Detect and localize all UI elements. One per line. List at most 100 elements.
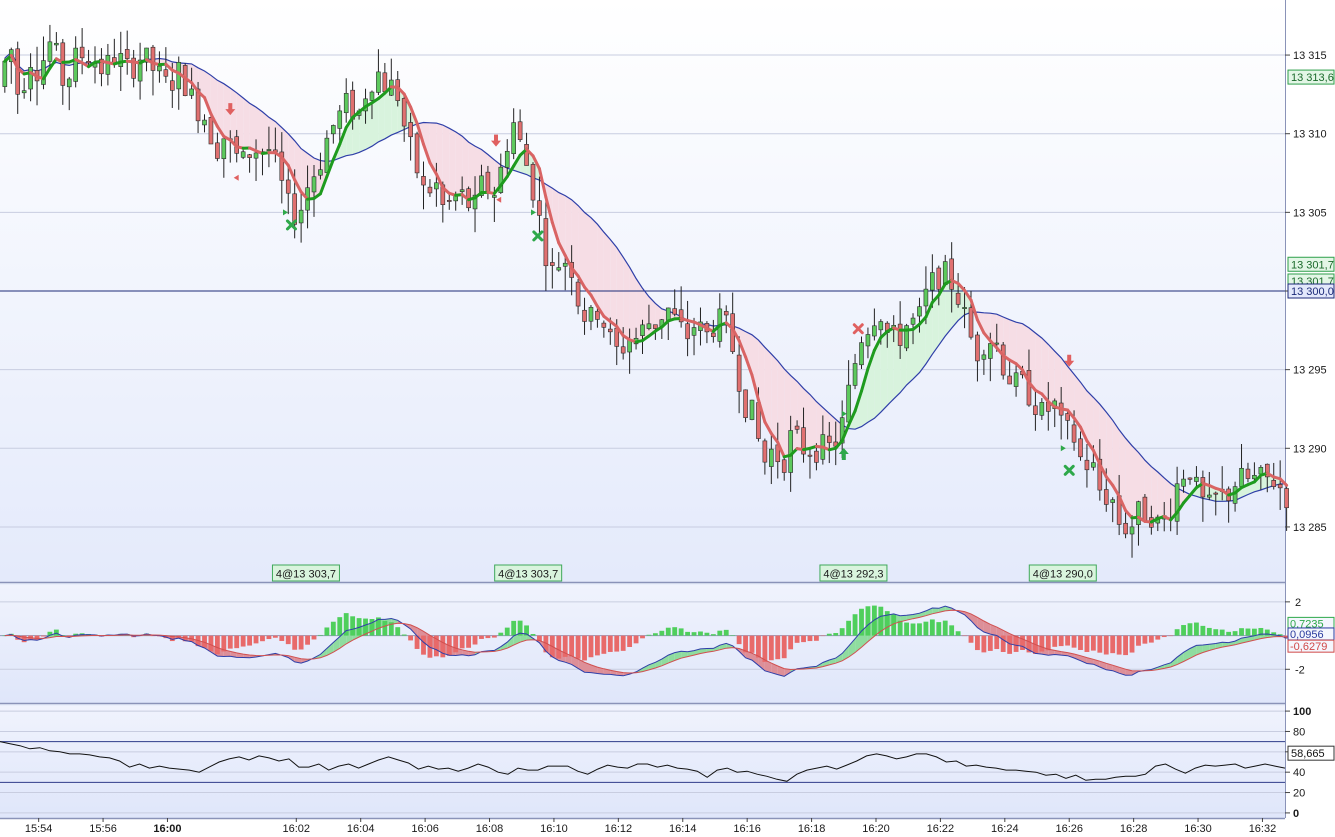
- candle-body[interactable]: [904, 325, 909, 349]
- candle-body[interactable]: [1142, 496, 1148, 521]
- candle-body[interactable]: [801, 427, 806, 455]
- candle-body[interactable]: [144, 47, 149, 63]
- candle-body[interactable]: [1084, 459, 1090, 471]
- candle-body[interactable]: [73, 47, 78, 82]
- candle-body[interactable]: [846, 384, 851, 423]
- candle-body[interactable]: [640, 324, 645, 336]
- candle-body[interactable]: [124, 49, 130, 59]
- candle-body[interactable]: [318, 169, 323, 176]
- candle-body[interactable]: [137, 59, 143, 82]
- candle-body[interactable]: [221, 138, 227, 160]
- candle-body[interactable]: [2, 60, 8, 87]
- candle-body[interactable]: [1213, 492, 1219, 495]
- candle-body[interactable]: [1091, 462, 1096, 468]
- candle-body[interactable]: [562, 262, 568, 267]
- candle-body[interactable]: [1181, 478, 1186, 487]
- candle-body[interactable]: [298, 209, 304, 224]
- candle-body[interactable]: [781, 459, 787, 473]
- candle-body[interactable]: [814, 450, 819, 463]
- candle-body[interactable]: [955, 292, 961, 305]
- candle-body[interactable]: [1065, 413, 1070, 421]
- candle-body[interactable]: [414, 133, 420, 174]
- candle-body[interactable]: [807, 454, 813, 457]
- candle-body[interactable]: [369, 91, 375, 101]
- candle-body[interactable]: [195, 88, 201, 122]
- candle-body[interactable]: [28, 67, 33, 90]
- candle-body[interactable]: [743, 389, 748, 418]
- candle-body[interactable]: [878, 321, 884, 331]
- candle-body[interactable]: [723, 311, 729, 316]
- candle-body[interactable]: [511, 122, 516, 155]
- candle-body[interactable]: [1039, 402, 1045, 416]
- oscillator-panel-background[interactable]: [0, 706, 1285, 818]
- candle-body[interactable]: [646, 323, 652, 329]
- trade-label-box[interactable]: [494, 564, 563, 582]
- candle-body[interactable]: [711, 332, 716, 337]
- trade-label-box[interactable]: [819, 564, 888, 582]
- candle-body[interactable]: [1174, 483, 1180, 522]
- candle-body[interactable]: [749, 399, 755, 420]
- candle-body[interactable]: [865, 334, 871, 347]
- candle-body[interactable]: [556, 267, 562, 271]
- candle-body[interactable]: [498, 166, 504, 193]
- candle-body[interactable]: [1200, 477, 1206, 498]
- candle-body[interactable]: [595, 310, 600, 320]
- candle-body[interactable]: [1078, 438, 1083, 458]
- candle-body[interactable]: [150, 46, 156, 71]
- candle-body[interactable]: [208, 117, 214, 145]
- candle-body[interactable]: [543, 218, 549, 267]
- candle-body[interactable]: [434, 182, 439, 190]
- candle-body[interactable]: [86, 60, 91, 64]
- candle-body[interactable]: [60, 42, 66, 86]
- candle-body[interactable]: [910, 317, 916, 325]
- candle-body[interactable]: [852, 363, 858, 386]
- candle-body[interactable]: [794, 425, 800, 430]
- candle-body[interactable]: [279, 151, 285, 181]
- trade-label-box[interactable]: [1028, 564, 1097, 582]
- candle-body[interactable]: [691, 327, 697, 336]
- candle-body[interactable]: [105, 55, 111, 75]
- candle-body[interactable]: [240, 151, 246, 158]
- candle-body[interactable]: [1239, 467, 1244, 487]
- candle-body[interactable]: [685, 323, 690, 340]
- candle-body[interactable]: [537, 200, 542, 216]
- candle-body[interactable]: [1187, 477, 1193, 480]
- candle-body[interactable]: [962, 307, 967, 309]
- candle-body[interactable]: [1271, 480, 1277, 487]
- candle-body[interactable]: [99, 58, 104, 75]
- candle-body[interactable]: [311, 176, 317, 193]
- trade-label[interactable]: 4@13 303,7: [494, 564, 563, 582]
- candle-body[interactable]: [936, 267, 942, 290]
- candle-body[interactable]: [994, 342, 1000, 345]
- candle-body[interactable]: [170, 80, 175, 91]
- candle-body[interactable]: [492, 195, 497, 198]
- candle-body[interactable]: [331, 125, 336, 135]
- candle-body[interactable]: [421, 176, 426, 186]
- candle-body[interactable]: [118, 53, 124, 67]
- candle-body[interactable]: [923, 288, 929, 307]
- candle-body[interactable]: [1071, 424, 1077, 443]
- candle-body[interactable]: [47, 41, 53, 62]
- candle-body[interactable]: [678, 309, 684, 323]
- candle-body[interactable]: [601, 322, 607, 328]
- candle-body[interactable]: [427, 186, 433, 194]
- candle-body[interactable]: [1284, 488, 1289, 509]
- candle-body[interactable]: [1097, 458, 1103, 491]
- candle-body[interactable]: [826, 435, 832, 443]
- candle-body[interactable]: [942, 261, 948, 286]
- candle-body[interactable]: [530, 164, 536, 201]
- candle-body[interactable]: [376, 71, 381, 93]
- candle-body[interactable]: [769, 448, 774, 467]
- candle-body[interactable]: [1129, 526, 1135, 535]
- candle-body[interactable]: [968, 307, 974, 338]
- candle-body[interactable]: [524, 144, 529, 166]
- candle-body[interactable]: [408, 122, 413, 138]
- candle-body[interactable]: [472, 194, 478, 210]
- macd-panel-background[interactable]: [0, 585, 1285, 703]
- candle-body[interactable]: [1277, 484, 1283, 489]
- candle-body[interactable]: [343, 93, 349, 114]
- candle-body[interactable]: [981, 354, 987, 360]
- candle-body[interactable]: [975, 334, 980, 362]
- candle-body[interactable]: [1123, 522, 1128, 535]
